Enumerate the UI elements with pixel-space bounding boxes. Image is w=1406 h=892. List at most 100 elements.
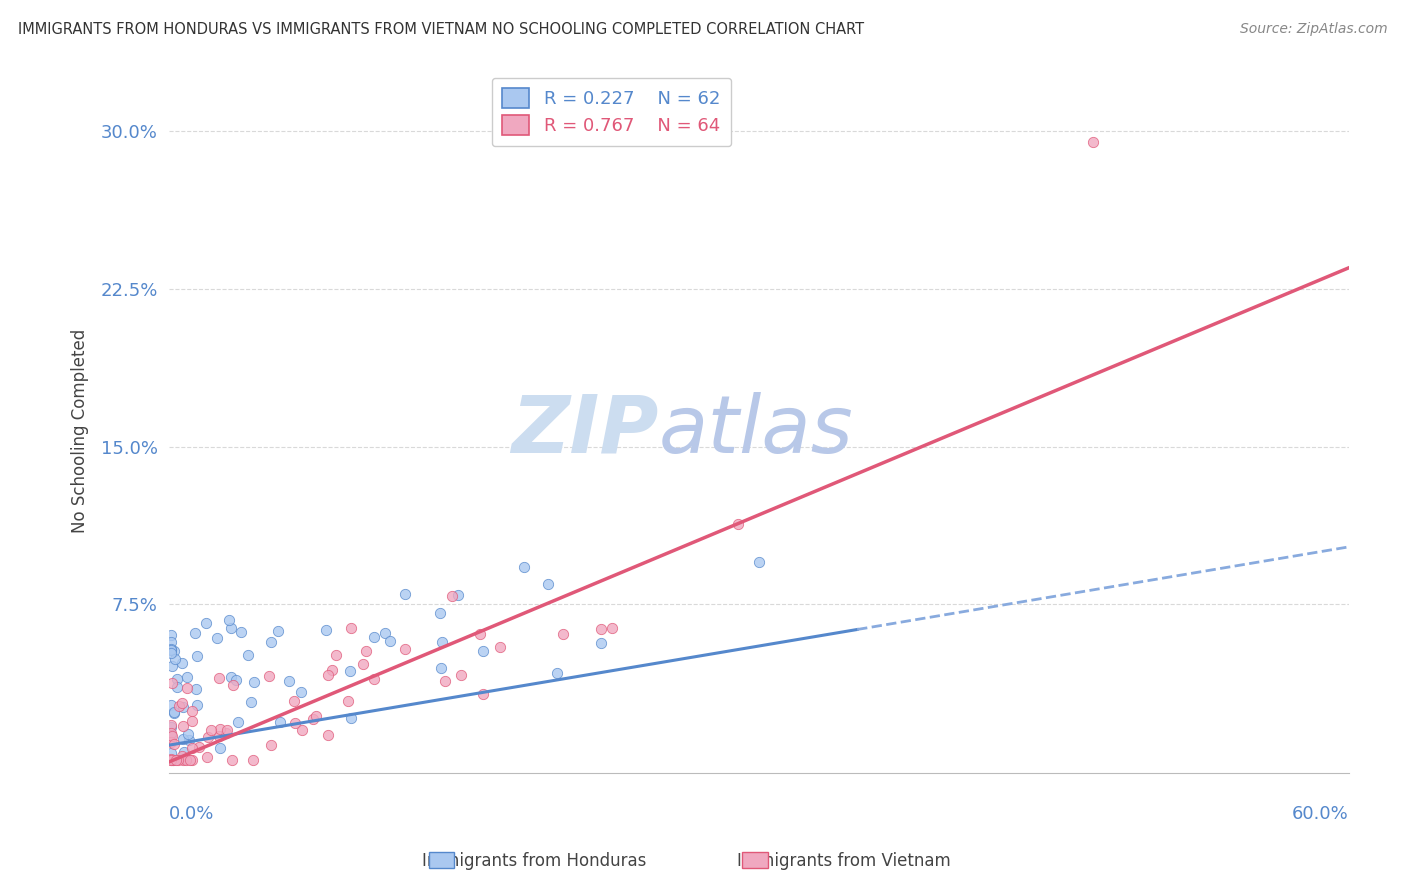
Point bbox=[165, 753, 187, 767]
Point bbox=[340, 621, 363, 635]
Point bbox=[468, 627, 491, 641]
Point bbox=[537, 576, 560, 591]
Point bbox=[159, 635, 181, 649]
Point bbox=[291, 723, 314, 738]
Point bbox=[195, 749, 218, 764]
Point bbox=[325, 648, 347, 662]
Point bbox=[166, 680, 188, 694]
Point bbox=[321, 664, 343, 678]
Point bbox=[197, 731, 219, 745]
Point bbox=[162, 753, 184, 767]
Point bbox=[159, 720, 181, 734]
Point bbox=[172, 732, 194, 747]
Point bbox=[727, 516, 749, 531]
Point bbox=[450, 667, 472, 681]
Point bbox=[219, 621, 242, 635]
Point bbox=[181, 704, 204, 718]
Point bbox=[242, 753, 264, 767]
Point bbox=[336, 694, 359, 708]
Point bbox=[163, 652, 186, 666]
Legend: R = 0.227    N = 62, R = 0.767    N = 64: R = 0.227 N = 62, R = 0.767 N = 64 bbox=[492, 78, 731, 146]
Point bbox=[225, 673, 247, 687]
Point bbox=[177, 733, 200, 747]
Point bbox=[176, 681, 198, 696]
Point bbox=[159, 735, 181, 749]
Point bbox=[205, 631, 228, 645]
Point bbox=[1081, 135, 1104, 149]
Point bbox=[160, 747, 183, 761]
Point bbox=[200, 723, 222, 738]
Point bbox=[267, 624, 290, 638]
Text: 0.0%: 0.0% bbox=[169, 805, 214, 823]
Point bbox=[318, 667, 340, 681]
Point bbox=[186, 649, 208, 664]
Point bbox=[551, 627, 574, 641]
Point bbox=[374, 626, 396, 640]
Point bbox=[186, 698, 208, 712]
Point bbox=[472, 687, 495, 701]
Point bbox=[394, 641, 416, 656]
Point bbox=[440, 589, 463, 603]
Point bbox=[591, 635, 613, 649]
Point bbox=[160, 659, 183, 673]
Point bbox=[159, 718, 181, 732]
Text: Source: ZipAtlas.com: Source: ZipAtlas.com bbox=[1240, 22, 1388, 37]
Point bbox=[259, 669, 281, 683]
Text: ZIP: ZIP bbox=[512, 392, 658, 470]
Point bbox=[748, 555, 770, 569]
Point bbox=[433, 673, 456, 688]
Point bbox=[243, 674, 266, 689]
Point bbox=[176, 753, 198, 767]
Point bbox=[179, 753, 201, 767]
Point bbox=[181, 741, 204, 756]
Point bbox=[229, 625, 252, 640]
Point bbox=[315, 623, 337, 637]
Point bbox=[176, 670, 198, 684]
Point bbox=[277, 673, 299, 688]
Point bbox=[167, 753, 190, 767]
Point bbox=[489, 640, 512, 654]
Point bbox=[159, 753, 181, 767]
Point bbox=[159, 628, 181, 642]
Point bbox=[215, 723, 238, 737]
Point bbox=[380, 633, 402, 648]
Point bbox=[172, 719, 194, 733]
Point bbox=[187, 739, 209, 754]
Point bbox=[162, 753, 184, 767]
Point bbox=[162, 676, 184, 690]
Point bbox=[260, 738, 283, 752]
Point bbox=[546, 665, 568, 680]
Point bbox=[429, 606, 451, 620]
Point bbox=[472, 644, 495, 658]
Point bbox=[219, 670, 242, 684]
Point bbox=[600, 622, 623, 636]
Point bbox=[284, 715, 307, 730]
Point bbox=[352, 657, 374, 671]
Point bbox=[340, 711, 363, 725]
Y-axis label: No Schooling Completed: No Schooling Completed bbox=[72, 328, 89, 533]
Point bbox=[305, 709, 328, 723]
Text: 60.0%: 60.0% bbox=[1292, 805, 1348, 823]
Point bbox=[162, 705, 184, 719]
Point bbox=[430, 660, 453, 674]
Point bbox=[363, 630, 385, 644]
Point bbox=[163, 706, 186, 721]
Point bbox=[302, 712, 325, 726]
Point bbox=[159, 753, 181, 767]
Text: atlas: atlas bbox=[658, 392, 853, 470]
Point bbox=[432, 635, 454, 649]
Text: Immigrants from Vietnam: Immigrants from Vietnam bbox=[737, 852, 950, 870]
Point bbox=[184, 626, 207, 640]
Point bbox=[163, 644, 186, 658]
Point bbox=[240, 695, 263, 709]
Point bbox=[215, 726, 238, 740]
Point bbox=[159, 642, 181, 657]
Point bbox=[290, 685, 312, 699]
Point bbox=[513, 560, 536, 574]
Point bbox=[159, 698, 181, 712]
Point bbox=[166, 673, 188, 687]
Point bbox=[176, 727, 198, 741]
Point bbox=[283, 694, 305, 708]
Point bbox=[269, 714, 291, 729]
Point bbox=[180, 753, 202, 767]
